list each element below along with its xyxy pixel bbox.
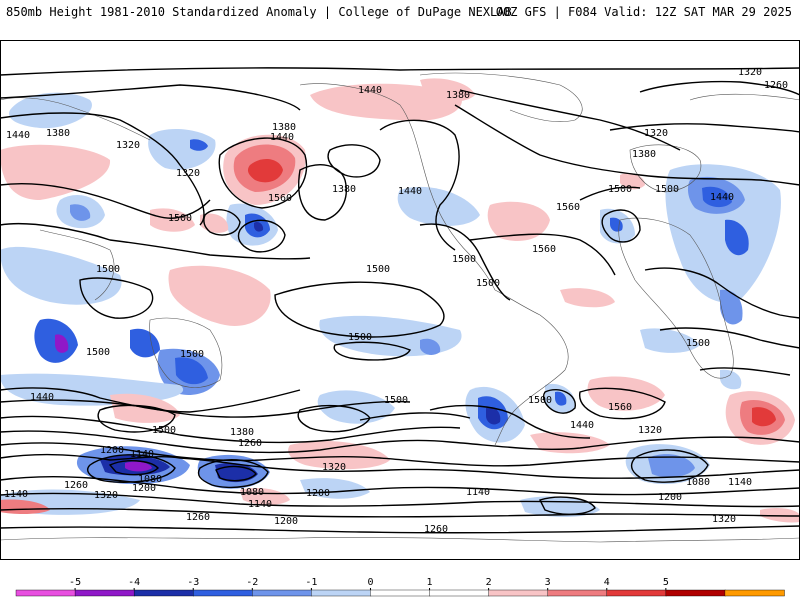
contour-label: 1440 bbox=[710, 192, 734, 203]
colorbar-tick-label: -2 bbox=[246, 577, 258, 588]
colorbar-cell bbox=[252, 589, 313, 597]
contour-label: 1440 bbox=[270, 132, 294, 143]
colorbar-cell bbox=[429, 589, 490, 597]
colorbar-cell bbox=[370, 589, 431, 597]
contour-label: 1500 bbox=[452, 254, 476, 265]
colorbar-cell bbox=[311, 589, 372, 597]
height-contours bbox=[0, 67, 800, 534]
colorbar-cell bbox=[724, 589, 785, 597]
contour-label: 1560 bbox=[268, 193, 292, 204]
contour-label: 1440 bbox=[398, 186, 422, 197]
contour-label: 1320 bbox=[644, 128, 668, 139]
contour-label: 1260 bbox=[238, 438, 262, 449]
contour-label: 1380 bbox=[272, 122, 296, 133]
contour-label: 1320 bbox=[116, 140, 140, 151]
colorbar-tick-label: -1 bbox=[305, 577, 317, 588]
contour-label: 1380 bbox=[632, 149, 656, 160]
contour-label: 1080 bbox=[138, 474, 162, 485]
contour-label: 1560 bbox=[556, 202, 580, 213]
contour-label: 1500 bbox=[655, 184, 679, 195]
contour-label: 1380 bbox=[446, 90, 470, 101]
map-header: 850mb Height 1981-2010 Standardized Anom… bbox=[0, 0, 800, 24]
colorbar-tick-label: -4 bbox=[128, 577, 140, 588]
world-anomaly-map: 1440 1380 1320 1260 1320 1380 1440 1500 … bbox=[0, 40, 800, 560]
contour-label: 1440 bbox=[6, 130, 30, 141]
coastlines bbox=[0, 72, 800, 543]
colorbar-tick-labels: -5 -4 -3 -2 -1 0 1 2 3 4 5 bbox=[69, 577, 669, 590]
contour-label: 1500 bbox=[348, 332, 372, 343]
colorbar-tick-label: 2 bbox=[486, 577, 492, 588]
contour-label: 1320 bbox=[176, 168, 200, 179]
contour-label: 1560 bbox=[532, 244, 556, 255]
negative-anomaly-shading bbox=[0, 92, 781, 517]
colorbar-tick-label: -5 bbox=[69, 577, 81, 588]
contour-label: 1500 bbox=[476, 278, 500, 289]
contour-label: 1200 bbox=[658, 492, 682, 503]
contour-label: 1500 bbox=[152, 425, 176, 436]
contour-label: 1260 bbox=[186, 512, 210, 523]
contour-label: 1500 bbox=[86, 347, 110, 358]
colorbar-cell bbox=[665, 589, 726, 597]
colorbar-cells bbox=[15, 589, 785, 597]
colorbar-tick-label: 0 bbox=[367, 577, 373, 588]
contour-label: 1500 bbox=[528, 395, 552, 406]
contour-label: 1200 bbox=[274, 516, 298, 527]
contour-label: 1260 bbox=[764, 80, 788, 91]
colorbar-cell bbox=[547, 589, 608, 597]
contour-label: 1380 bbox=[332, 184, 356, 195]
contour-label: 1320 bbox=[738, 67, 762, 78]
colorbar-tick-label: 1 bbox=[427, 577, 433, 588]
colorbar-tick-label: 3 bbox=[545, 577, 551, 588]
contour-label: 1200 bbox=[306, 488, 330, 499]
contour-label: 1080 bbox=[240, 487, 264, 498]
colorbar-cell bbox=[606, 589, 667, 597]
contour-label: 1500 bbox=[366, 264, 390, 275]
contour-label: 1440 bbox=[570, 420, 594, 431]
map-title: 850mb Height 1981-2010 Standardized Anom… bbox=[6, 5, 512, 19]
contour-label: 1200 bbox=[132, 483, 156, 494]
contour-label: 1380 bbox=[230, 427, 254, 438]
colorbar-tick-label: 5 bbox=[663, 577, 669, 588]
contour-labels: 1440 1380 1320 1260 1320 1380 1440 1500 … bbox=[4, 67, 788, 535]
contour-label: 1440 bbox=[358, 85, 382, 96]
contour-label: 1500 bbox=[96, 264, 120, 275]
contour-label: 1500 bbox=[608, 184, 632, 195]
contour-label: 1140 bbox=[248, 499, 272, 510]
contour-label: 1140 bbox=[466, 487, 490, 498]
anomaly-colorbar: -5 -4 -3 -2 -1 0 1 2 3 4 5 bbox=[15, 577, 785, 597]
contour-label: 1500 bbox=[384, 395, 408, 406]
contour-label: 1380 bbox=[46, 128, 70, 139]
colorbar-cell bbox=[193, 589, 254, 597]
colorbar-tick-label: 4 bbox=[604, 577, 610, 588]
model-run-info: 00Z GFS | F084 Valid: 12Z SAT MAR 29 202… bbox=[495, 5, 792, 19]
contour-label: 1320 bbox=[638, 425, 662, 436]
contour-label: 1200 bbox=[100, 445, 124, 456]
contour-label: 1260 bbox=[64, 480, 88, 491]
positive-anomaly-shading bbox=[0, 78, 800, 523]
contour-label: 1320 bbox=[94, 490, 118, 501]
contour-label: 1140 bbox=[130, 449, 154, 460]
contour-label: 1560 bbox=[608, 402, 632, 413]
contour-label: 1080 bbox=[686, 477, 710, 488]
contour-label: 1320 bbox=[712, 514, 736, 525]
contour-label: 1440 bbox=[30, 392, 54, 403]
contour-label: 1500 bbox=[686, 338, 710, 349]
colorbar-tick-label: -3 bbox=[187, 577, 199, 588]
contour-label: 1500 bbox=[180, 349, 204, 360]
colorbar-cell bbox=[488, 589, 549, 597]
contour-label: 1140 bbox=[728, 477, 752, 488]
colorbar-cell bbox=[133, 589, 194, 597]
colorbar-cell bbox=[74, 589, 135, 597]
contour-label: 1140 bbox=[4, 489, 28, 500]
contour-label: 1320 bbox=[322, 462, 346, 473]
colorbar-cell bbox=[15, 589, 76, 597]
contour-label: 1500 bbox=[168, 213, 192, 224]
contour-label: 1260 bbox=[424, 524, 448, 535]
